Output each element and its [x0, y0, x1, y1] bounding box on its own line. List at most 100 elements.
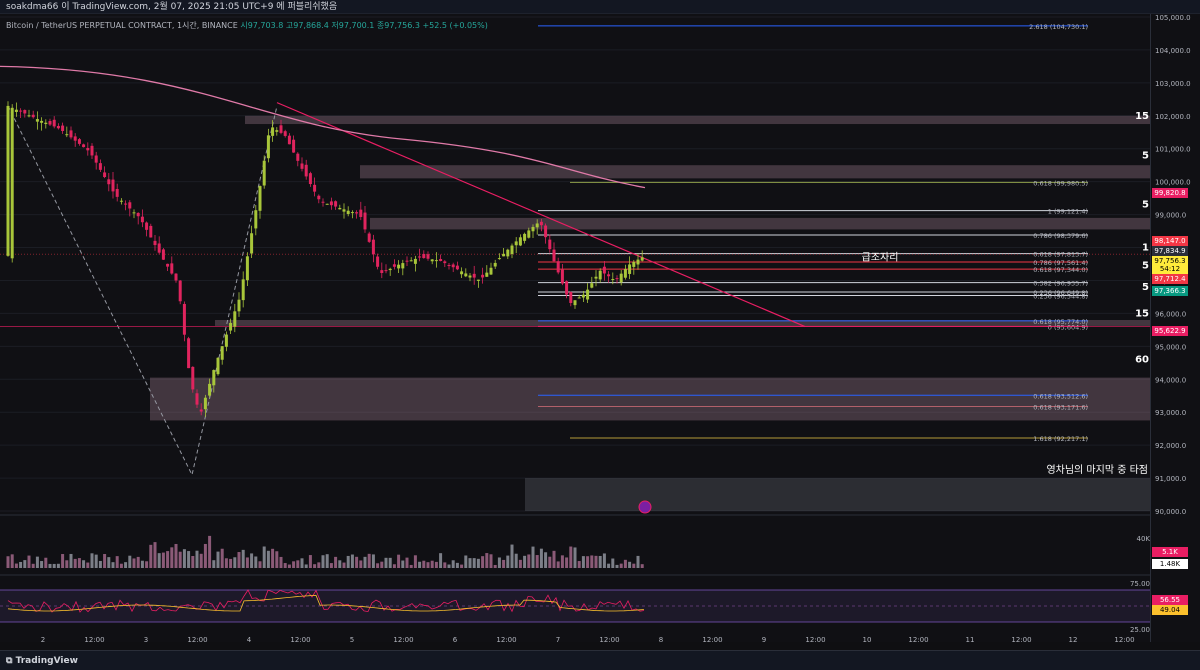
- candle-body: [203, 397, 207, 410]
- volume-bar: [481, 556, 485, 568]
- volume-bar: [548, 556, 552, 568]
- candle-body: [254, 210, 258, 229]
- time-axis-label: 9: [762, 636, 766, 642]
- candle-body: [187, 338, 191, 369]
- candle-body: [77, 139, 81, 144]
- candle-body: [65, 134, 69, 136]
- candle-body: [149, 225, 153, 238]
- rsi-band: [0, 590, 1150, 622]
- candle-body: [384, 270, 388, 272]
- fib-level-label: 0.382 (96,935.7): [1033, 280, 1088, 288]
- candle-body: [31, 114, 35, 118]
- candle-body: [497, 258, 501, 260]
- volume-bar: [510, 544, 514, 568]
- candle-body: [115, 188, 119, 197]
- volume-bar: [69, 553, 73, 568]
- volume-bar: [203, 543, 207, 568]
- candle-body: [266, 135, 270, 159]
- volume-bar: [556, 561, 560, 568]
- timeframe-label: 15: [1135, 308, 1149, 319]
- candle-body: [23, 110, 27, 114]
- volume-bar: [304, 564, 308, 568]
- candle-body: [119, 200, 123, 202]
- candle-body: [409, 260, 413, 262]
- timeframe-label: 15: [1135, 111, 1149, 122]
- volume-bar: [149, 544, 153, 568]
- price-label: 95,622.9: [1152, 326, 1188, 336]
- candle-body: [413, 258, 417, 264]
- timeframe-label: 5: [1142, 261, 1149, 272]
- fib-level-label: 0.786 (98,379.6): [1033, 232, 1088, 240]
- symbol-name: Bitcoin / TetherUS PERPETUAL CONTRACT, 1…: [6, 21, 238, 30]
- volume-bar: [514, 553, 518, 568]
- publish-info-text: soakdma66 이 TradingView.com, 2월 07, 2025…: [6, 2, 338, 12]
- candle-body: [317, 195, 321, 200]
- candle-body: [161, 249, 165, 260]
- timeframe-label: 5: [1142, 282, 1149, 293]
- candle-body: [237, 299, 241, 312]
- candle-body: [434, 260, 438, 262]
- volume-bar: [602, 553, 606, 568]
- candle-body: [455, 265, 459, 270]
- volume-bar: [527, 554, 531, 568]
- chart-canvas[interactable]: 2.618 (104,730.1) 0.618 (99,980.5) 1 (99,1…: [0, 14, 1150, 644]
- volume-bar: [124, 562, 128, 568]
- volume-bar: [119, 563, 123, 568]
- candle-body: [447, 264, 451, 266]
- candle-body: [355, 212, 359, 214]
- candle-body: [342, 209, 346, 212]
- time-axis-label: 12:00: [496, 636, 516, 642]
- volume-bar: [476, 558, 480, 568]
- time-axis-label: 12:00: [84, 636, 104, 642]
- candle-body: [124, 203, 128, 205]
- fib-level-label: 0.786 (97,561.4): [1033, 259, 1088, 267]
- candle-body: [182, 303, 186, 335]
- volume-bar: [413, 555, 417, 568]
- candle-body: [405, 260, 409, 262]
- volume-bar: [439, 553, 443, 568]
- volume-bar: [82, 560, 86, 568]
- volume-bar: [77, 558, 81, 568]
- price-chart[interactable]: 2.618 (104,730.1) 0.618 (99,980.5) 1 (99,1…: [0, 14, 1150, 644]
- price-tick-label: 91,000.0: [1155, 475, 1186, 483]
- candle-body: [422, 253, 426, 259]
- candle-body: [170, 263, 174, 274]
- volume-bar: [489, 554, 493, 568]
- time-axis-label: 12:00: [393, 636, 413, 642]
- candle-body: [275, 130, 279, 132]
- volume-bar: [523, 555, 527, 568]
- candle-body: [539, 221, 543, 226]
- volume-bar: [418, 561, 422, 568]
- volume-bar: [19, 561, 23, 568]
- time-axis-label: 12:00: [908, 636, 928, 642]
- volume-bar: [409, 564, 413, 568]
- volume-bar: [464, 555, 468, 568]
- volume-bar: [157, 553, 161, 568]
- volume-bar: [590, 555, 594, 568]
- volume-bar: [245, 557, 249, 568]
- candle-body: [258, 186, 262, 211]
- fib-level-label: 0.618 (97,813.7): [1033, 251, 1088, 259]
- volume-bar: [384, 557, 388, 568]
- rsi-tick-label: 75.00: [1130, 580, 1150, 588]
- candle-body: [338, 207, 342, 210]
- volume-bar: [586, 556, 590, 568]
- candle-body: [19, 110, 23, 112]
- volume-bar: [628, 561, 632, 568]
- volume-bar: [338, 560, 342, 568]
- volume-bar: [636, 555, 640, 568]
- volume-bar: [229, 558, 233, 568]
- footer-bar: ⧉ TradingView: [0, 650, 1200, 670]
- candle-body: [56, 125, 60, 129]
- volume-bar: [44, 557, 48, 568]
- candle-body: [90, 145, 94, 156]
- time-axis-label: 5: [350, 636, 354, 642]
- rsi-signal-line: [7, 594, 645, 612]
- candle-body: [250, 233, 254, 254]
- timeframe-label: 5: [1142, 150, 1149, 161]
- candle-body: [35, 119, 39, 122]
- volume-bar: [422, 560, 426, 568]
- volume-bar: [451, 560, 455, 568]
- price-tick-label: 95,000.0: [1155, 343, 1186, 351]
- volume-bar: [220, 548, 224, 568]
